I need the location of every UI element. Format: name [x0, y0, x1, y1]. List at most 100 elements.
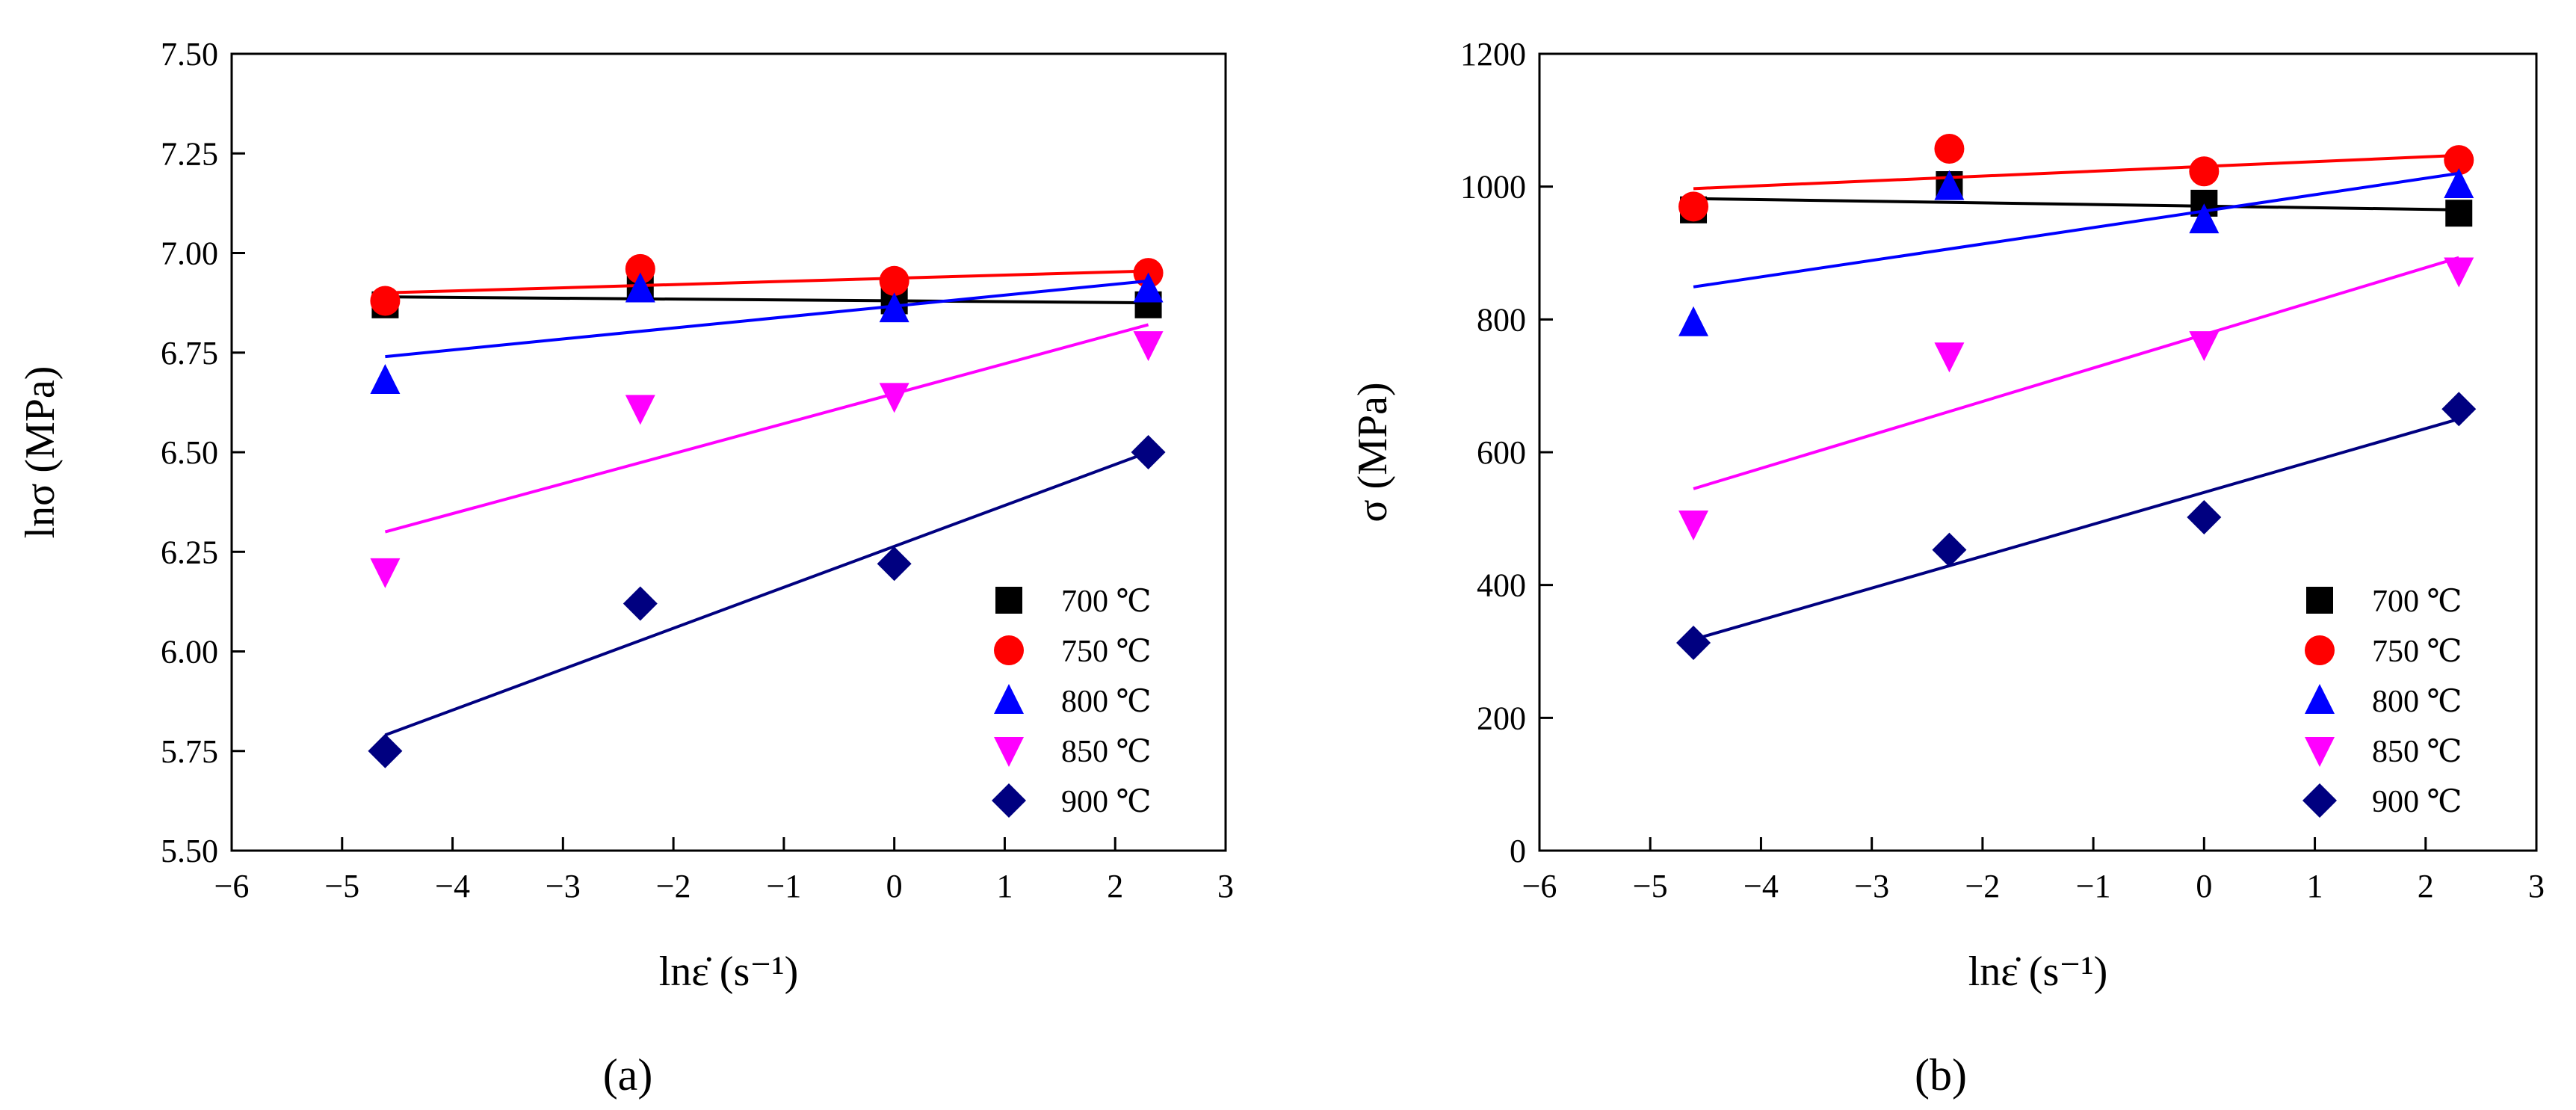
legend-label: 850 ℃ [2372, 735, 2462, 769]
x-tick-label: 3 [1217, 868, 1234, 904]
y-tick-label: 7.50 [161, 36, 218, 73]
legend-marker-900 [2302, 783, 2337, 818]
data-point-750 [370, 286, 401, 316]
plot-frame [230, 52, 1227, 852]
y-tick-label: 6.75 [161, 335, 218, 371]
chart-panel-b: −6 −5 −4 −3 −2 −1 0 1 2 3 0 200 400 600 800 1000 1200 lnε… [1350, 36, 2545, 1100]
y-axis-title: lnσ (MPa) [17, 366, 64, 539]
y-axis-title: σ (MPa) [1350, 382, 1396, 522]
legend-label: 750 ℃ [1061, 635, 1151, 669]
legend-label: 800 ℃ [1061, 685, 1151, 719]
x-tick-label: −5 [1633, 868, 1668, 904]
fit-line-850 [384, 323, 1149, 534]
fit-line-800 [385, 279, 1149, 359]
fit-line-900 [384, 451, 1149, 737]
data-point-900 [1932, 532, 1967, 567]
x-tick-label: 0 [886, 868, 903, 904]
legend-label: 850 ℃ [1061, 735, 1151, 769]
legend-marker-800 [994, 684, 1024, 714]
x-tick-label: −1 [766, 868, 801, 904]
x-tick-label: 2 [2418, 868, 2434, 904]
data-point-850 [370, 558, 401, 588]
legend-marker-750 [994, 635, 1024, 665]
data-point-850 [879, 383, 909, 413]
x-tick-label: −3 [546, 868, 581, 904]
data-point-800 [625, 272, 655, 303]
legend-label: 900 ℃ [1061, 785, 1151, 819]
data-point-800 [2189, 203, 2220, 234]
data-point-900 [1676, 625, 1711, 660]
y-tick-label: 6.00 [161, 634, 218, 670]
data-point-850 [1678, 510, 1709, 540]
legend-label: 700 ℃ [2372, 585, 2462, 619]
data-point-900 [877, 546, 912, 582]
data-point-750 [625, 253, 655, 284]
x-tick-label: −5 [324, 868, 359, 904]
fit-line-850 [1693, 256, 2459, 490]
y-tick-label: 6.50 [161, 434, 218, 471]
legend-marker-850 [2305, 737, 2335, 767]
fit-line-750 [1693, 153, 2459, 191]
y-tick-label: 800 [1477, 301, 1526, 338]
fit-line-700 [385, 295, 1149, 305]
panel-label: (b) [1915, 1050, 1967, 1100]
data-point-800 [370, 364, 401, 395]
x-tick-label: −6 [1522, 868, 1557, 904]
legend-marker-750 [2305, 635, 2335, 665]
x-tick-label: −2 [1965, 868, 2000, 904]
x-axis-title: lnε̇ (s⁻¹) [659, 949, 799, 995]
data-point-850 [2189, 331, 2220, 362]
x-tick-label: 2 [1107, 868, 1123, 904]
y-tick-label: 1200 [1460, 36, 1526, 73]
data-point-850 [1133, 331, 1164, 362]
x-tick-label: 1 [2307, 868, 2323, 904]
data-point-750 [2189, 156, 2220, 187]
legend-label: 700 ℃ [1061, 585, 1151, 619]
data-point-800 [1678, 306, 1709, 336]
legend-marker-700 [2306, 587, 2333, 614]
legend-label: 800 ℃ [2372, 685, 2462, 719]
x-tick-label: 1 [996, 868, 1013, 904]
panel-label: (a) [603, 1050, 653, 1100]
y-tick-label: 0 [1510, 833, 1526, 869]
data-point-900 [623, 586, 658, 621]
fit-line-800 [1693, 171, 2459, 289]
y-tick-label: 6.25 [161, 534, 218, 570]
chart-panel-a: −6 −5 −4 −3 −2 −1 0 1 2 3 5.50 5.75 6.00 6.25 6.50 6.75… [17, 36, 1234, 1100]
x-tick-label: −4 [435, 868, 470, 904]
data-point-750 [2444, 145, 2474, 176]
data-point-700 [2445, 200, 2473, 227]
data-point-750 [1934, 134, 1965, 164]
legend-marker-900 [992, 783, 1026, 818]
y-tick-label: 600 [1477, 434, 1526, 471]
data-point-850 [1934, 342, 1965, 373]
x-tick-label: −4 [1743, 868, 1779, 904]
data-point-900 [2187, 500, 2222, 535]
x-tick-label: −2 [656, 868, 691, 904]
y-tick-label: 5.50 [161, 833, 218, 869]
fit-line-750 [385, 269, 1149, 295]
x-axis-title: lnε̇ (s⁻¹) [1968, 949, 2108, 995]
data-point-800 [2444, 168, 2474, 199]
y-tick-label: 7.25 [161, 135, 218, 172]
x-tick-label: −1 [2076, 868, 2111, 904]
data-point-900 [368, 733, 403, 768]
fit-line-900 [1693, 417, 2459, 641]
legend-marker-850 [994, 737, 1024, 767]
x-tick-label: −3 [1854, 868, 1889, 904]
data-point-900 [2441, 392, 2477, 427]
fit-line-700 [1693, 197, 2459, 212]
x-tick-label: 0 [2196, 868, 2212, 904]
data-point-850 [625, 395, 655, 425]
legend-label: 900 ℃ [2372, 785, 2462, 819]
data-point-800 [879, 292, 909, 323]
legend-marker-700 [995, 587, 1022, 614]
y-tick-label: 200 [1477, 700, 1526, 736]
data-point-800 [1934, 170, 1965, 200]
legend-marker-800 [2305, 684, 2335, 714]
data-point-900 [1131, 435, 1166, 469]
x-tick-label: 3 [2528, 868, 2545, 904]
y-tick-label: 1000 [1460, 169, 1526, 206]
y-tick-label: 7.00 [161, 235, 218, 272]
